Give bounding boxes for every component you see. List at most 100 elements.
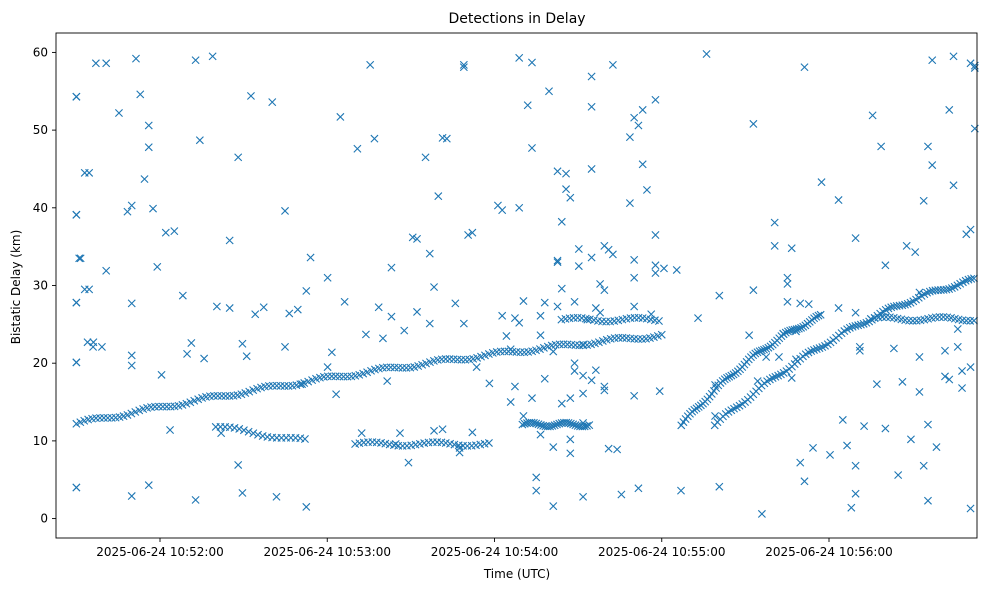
data-point	[548, 421, 557, 430]
data-point	[587, 376, 596, 385]
data-point	[967, 274, 976, 283]
data-point	[587, 102, 596, 111]
data-point	[557, 284, 566, 293]
x-tick-label: 2025-06-24 10:56:00	[765, 545, 892, 559]
data-point	[217, 429, 226, 438]
data-point	[745, 331, 754, 340]
data-point	[546, 422, 555, 431]
data-point	[630, 255, 639, 264]
data-point	[254, 430, 262, 439]
data-point	[807, 347, 816, 356]
data-point	[527, 58, 536, 67]
data-point	[268, 98, 277, 107]
data-point	[625, 133, 634, 142]
data-point	[753, 348, 762, 357]
data-point	[939, 313, 948, 321]
data-point	[298, 380, 307, 389]
data-point	[812, 312, 821, 321]
data-point	[331, 372, 340, 381]
data-point	[268, 381, 277, 390]
data-point	[519, 412, 528, 421]
data-point	[569, 313, 578, 322]
data-point	[720, 375, 729, 384]
data-point	[617, 490, 626, 499]
data-point	[571, 341, 580, 350]
data-point	[353, 144, 362, 153]
data-point	[162, 402, 171, 411]
data-point	[566, 435, 575, 444]
data-point	[464, 231, 473, 239]
data-point	[520, 348, 529, 357]
data-point	[272, 492, 281, 501]
data-point	[136, 90, 145, 99]
data-point	[498, 206, 507, 215]
data-point	[357, 429, 366, 438]
x-tick-label: 2025-06-24 10:53:00	[264, 545, 391, 559]
data-point	[72, 92, 81, 101]
data-point	[630, 313, 639, 322]
data-point	[144, 121, 153, 130]
data-point	[300, 434, 309, 443]
data-point	[915, 352, 924, 361]
data-point	[856, 320, 865, 329]
data-point	[923, 288, 932, 297]
data-point	[421, 153, 430, 162]
data-point	[72, 298, 81, 307]
data-point	[797, 323, 806, 332]
data-point	[335, 372, 344, 381]
data-point	[569, 420, 578, 429]
data-point	[153, 262, 162, 271]
data-point	[787, 244, 796, 253]
data-point	[453, 355, 462, 364]
data-point	[83, 338, 92, 347]
data-point	[630, 113, 639, 122]
data-point	[932, 443, 941, 452]
data-point	[527, 394, 536, 403]
data-point	[545, 87, 553, 96]
data-point	[127, 361, 136, 370]
data-point	[855, 342, 864, 351]
data-point	[915, 387, 924, 396]
data-point	[796, 458, 805, 467]
data-point	[608, 250, 617, 259]
data-point	[783, 273, 792, 282]
data-point	[449, 355, 458, 364]
data-point	[958, 366, 967, 375]
data-point	[549, 502, 558, 511]
data-point	[855, 346, 864, 355]
data-point	[99, 413, 108, 422]
data-point	[566, 193, 575, 202]
data-point	[902, 241, 911, 250]
data-point	[485, 379, 494, 388]
data-point	[600, 286, 609, 295]
data-point	[945, 105, 954, 114]
data-point	[550, 421, 559, 430]
data-point	[574, 244, 583, 253]
data-point	[657, 330, 666, 339]
data-point	[860, 422, 869, 431]
data-point	[894, 471, 903, 480]
y-axis-label: Bistatic Delay (km)	[9, 230, 23, 345]
data-point	[905, 316, 914, 325]
data-point	[659, 264, 668, 273]
data-point	[484, 438, 493, 447]
data-point	[258, 431, 267, 440]
data-point	[753, 377, 762, 386]
data-point	[502, 332, 511, 340]
data-point	[536, 421, 545, 430]
data-point	[217, 391, 226, 400]
data-point	[102, 266, 111, 275]
data-point	[540, 298, 549, 307]
data-point	[459, 63, 468, 72]
data-point	[395, 429, 404, 438]
data-point	[969, 316, 978, 325]
data-point	[280, 382, 289, 391]
data-point	[527, 143, 536, 152]
data-point	[332, 390, 341, 399]
data-point	[771, 372, 780, 381]
data-point	[72, 483, 81, 492]
data-point	[306, 253, 315, 262]
data-points	[72, 49, 979, 518]
data-point	[630, 391, 639, 400]
data-point	[327, 372, 336, 381]
